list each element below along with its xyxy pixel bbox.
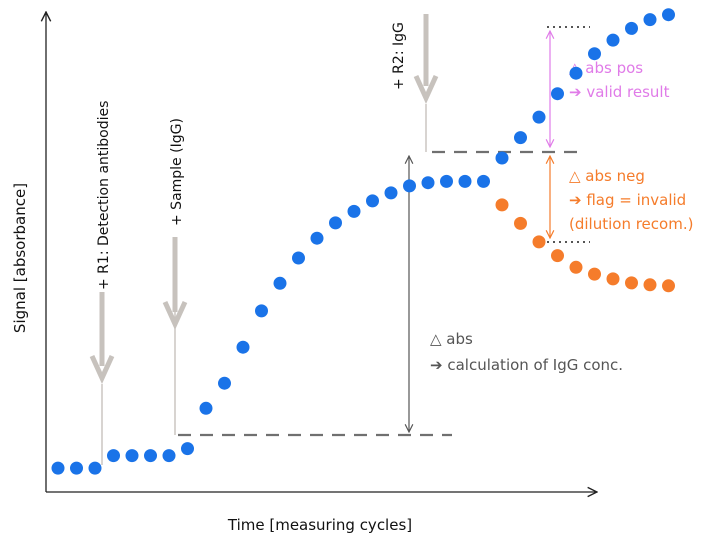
data-point-negative-1	[495, 198, 509, 212]
data-point-negative-5	[569, 260, 583, 274]
data-points	[51, 8, 675, 475]
event-label-sample: + Sample (IgG)	[169, 118, 185, 226]
data-point-measured-17	[347, 204, 361, 218]
data-point-measured-2	[70, 461, 83, 475]
data-point-positive-3	[532, 110, 546, 124]
data-point-positive-7	[606, 33, 620, 47]
data-point-measured-24	[477, 174, 490, 188]
data-point-measured-11	[236, 340, 250, 354]
data-point-measured-22	[440, 174, 453, 188]
data-point-negative-4	[551, 249, 564, 263]
delta-abs-line1: △ abs	[430, 330, 473, 348]
data-point-negative-6	[588, 267, 601, 281]
delta-abs-neg-line2: ➔ flag = invalid	[569, 191, 686, 209]
delta-abs-line2: ➔ calculation of IgG conc.	[430, 356, 623, 374]
annotation-delta-abs-pos: △ abs pos ➔ valid result	[569, 59, 670, 101]
data-point-positive-1	[495, 151, 509, 165]
data-point-negative-10	[662, 279, 675, 293]
data-point-negative-9	[643, 278, 657, 292]
data-point-measured-20	[403, 179, 416, 193]
data-point-measured-3	[88, 461, 102, 475]
data-point-positive-8	[625, 21, 638, 35]
data-point-measured-21	[421, 176, 435, 190]
data-point-measured-13	[273, 276, 287, 290]
data-point-negative-7	[606, 272, 620, 286]
delta-abs-neg-line1: △ abs neg	[569, 167, 645, 185]
y-axis-label: Signal [absorbance]	[11, 183, 29, 333]
data-point-measured-7	[162, 449, 176, 463]
data-point-measured-14	[292, 251, 305, 265]
data-point-positive-5	[569, 66, 583, 80]
data-point-positive-10	[662, 8, 675, 22]
data-point-measured-9	[199, 401, 213, 415]
data-point-measured-15	[310, 231, 324, 245]
data-point-positive-9	[643, 13, 657, 27]
data-point-positive-4	[551, 87, 564, 101]
data-point-measured-18	[366, 194, 379, 208]
annotation-delta-abs: △ abs ➔ calculation of IgG conc.	[430, 330, 623, 374]
reagent-arrow-r2	[413, 14, 439, 105]
annotation-delta-abs-neg: △ abs neg ➔ flag = invalid (dilution rec…	[569, 167, 693, 233]
data-point-positive-6	[588, 47, 601, 61]
delta-abs-pos-line2: ➔ valid result	[569, 83, 670, 101]
data-point-measured-5	[125, 449, 139, 463]
x-axis-label: Time [measuring cycles]	[227, 516, 412, 534]
data-point-measured-8	[181, 442, 194, 456]
data-point-negative-8	[625, 276, 638, 290]
data-point-measured-16	[329, 216, 342, 230]
reagent-arrow-r1	[89, 292, 115, 385]
data-point-measured-4	[107, 449, 120, 463]
data-point-measured-6	[144, 449, 157, 463]
data-point-negative-3	[532, 235, 546, 249]
data-point-positive-2	[514, 131, 527, 145]
delta-abs-pos-line1: △ abs pos	[569, 59, 643, 77]
data-point-measured-12	[255, 304, 268, 318]
event-label-r2: + R2: IgG	[391, 22, 407, 90]
data-point-measured-1	[51, 461, 65, 475]
event-label-r1: + R1: Detection antibodies	[96, 101, 112, 290]
reagent-arrow-sample	[162, 237, 188, 331]
data-point-measured-23	[458, 174, 472, 188]
data-point-measured-10	[218, 376, 231, 390]
delta-abs-neg-line3: (dilution recom.)	[569, 215, 693, 233]
data-point-measured-19	[384, 186, 398, 200]
data-point-negative-2	[514, 216, 527, 230]
